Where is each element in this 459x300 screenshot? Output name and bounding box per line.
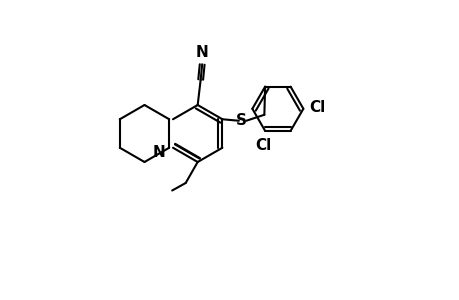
Text: S: S xyxy=(236,113,247,128)
Text: Cl: Cl xyxy=(308,100,325,115)
Text: N: N xyxy=(152,145,165,160)
Text: Cl: Cl xyxy=(255,138,271,153)
Text: N: N xyxy=(196,45,208,60)
